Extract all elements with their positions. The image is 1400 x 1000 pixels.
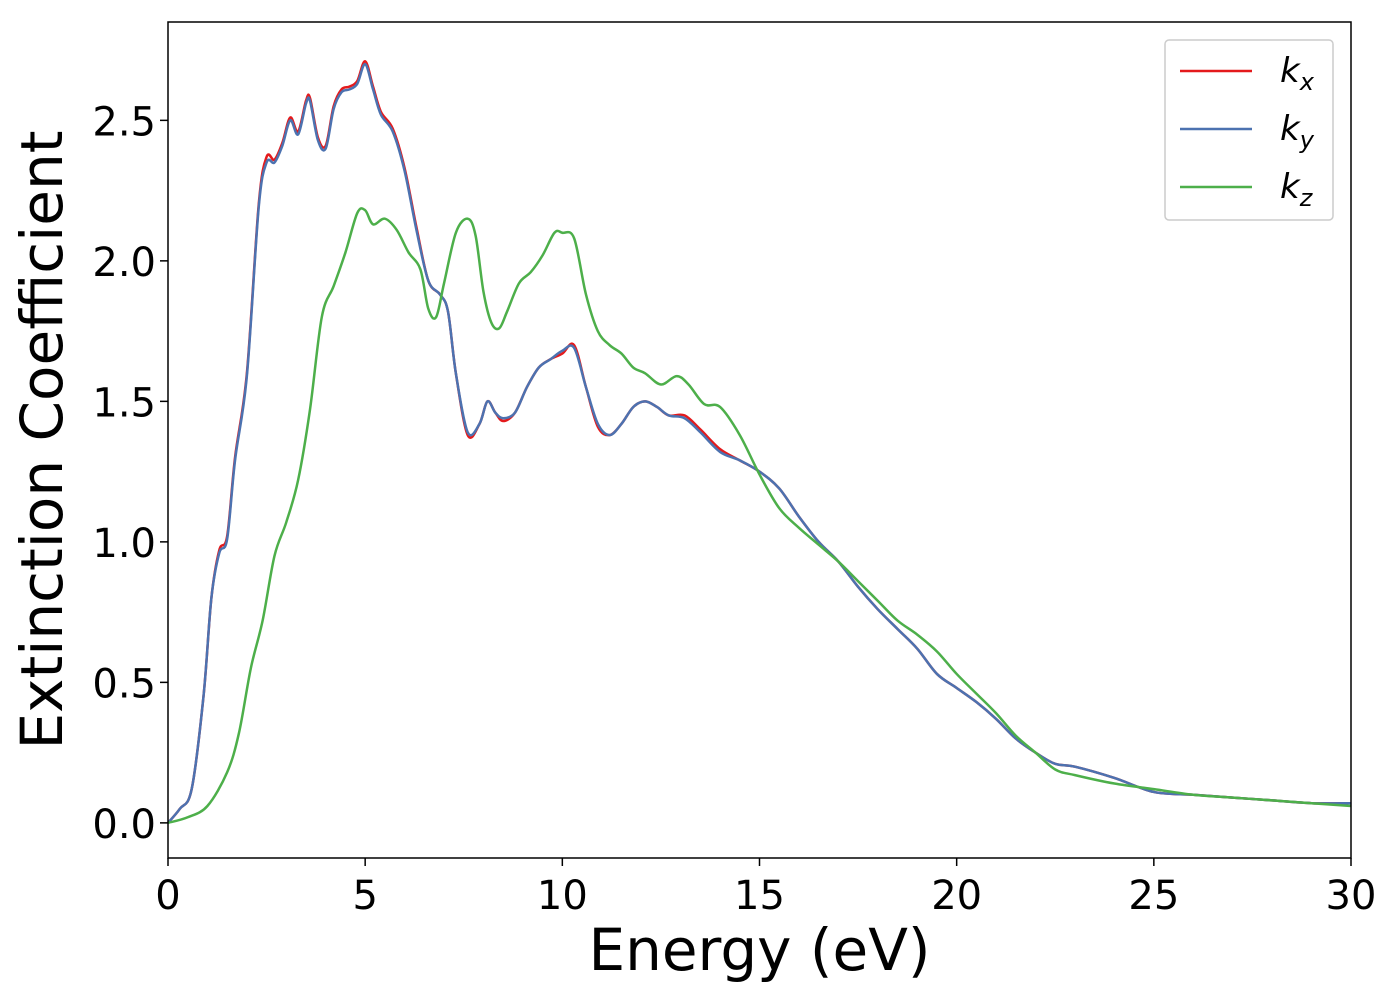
legend-label-y: ky — [1280, 109, 1315, 154]
x-tick-label: 0 — [155, 873, 180, 919]
legend-label-z: kz — [1280, 167, 1314, 212]
x-tick-label: 5 — [352, 873, 377, 919]
series-layer — [167, 60, 1352, 825]
y-axis-ticks: 0.0 0.5 1.0 1.5 2.0 2.5 — [92, 99, 168, 848]
y-axis-title: Extinction Coefficient — [8, 131, 76, 750]
x-axis-title: Energy (eV) — [588, 916, 930, 984]
legend-label-x: kx — [1280, 51, 1315, 96]
y-tick-label: 0.5 — [92, 661, 156, 707]
x-tick-label: 20 — [931, 873, 982, 919]
plot-background — [168, 22, 1351, 858]
y-tick-label: 2.0 — [92, 240, 156, 286]
x-axis-ticks: 0 5 10 15 20 25 30 — [155, 858, 1376, 919]
x-tick-label: 30 — [1326, 873, 1377, 919]
x-tick-label: 25 — [1128, 873, 1179, 919]
x-tick-label: 15 — [734, 873, 785, 919]
y-tick-label: 0.0 — [92, 802, 156, 848]
legend-items: kx ky kz — [1180, 51, 1315, 212]
y-tick-label: 1.5 — [92, 380, 156, 426]
series-line-z — [167, 207, 1352, 825]
y-tick-label: 2.5 — [92, 99, 156, 145]
series-line-y — [167, 62, 1352, 824]
x-tick-label: 10 — [537, 873, 588, 919]
legend: kx ky kz — [1164, 39, 1334, 221]
y-tick-label: 1.0 — [92, 521, 156, 567]
